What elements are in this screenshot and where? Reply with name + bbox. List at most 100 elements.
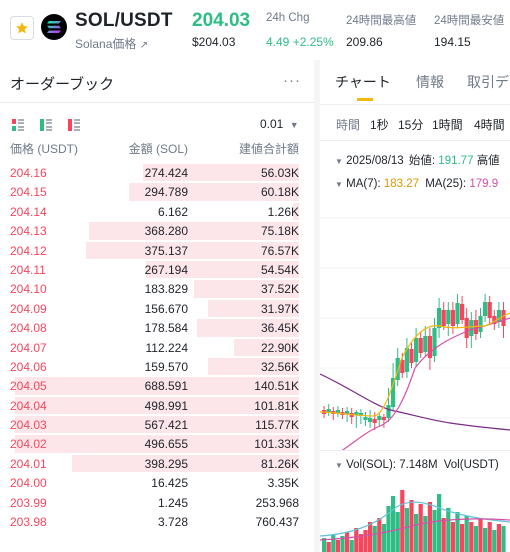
order-total: 22.90K (260, 340, 299, 355)
order-amount: 274.424 (144, 166, 188, 180)
order-book-row[interactable]: 204.16 274.424 56.03K (0, 163, 314, 182)
order-amount: 6.162 (157, 204, 188, 219)
order-price: 203.99 (10, 495, 47, 510)
order-total: 36.45K (260, 321, 299, 336)
trading-pair-title[interactable]: SOL/USDT (75, 10, 173, 31)
order-price: 204.16 (10, 166, 47, 180)
open-value: 191.77 (438, 155, 474, 167)
open-label: 始値: (408, 155, 436, 167)
order-price: 204.12 (10, 243, 47, 258)
order-total: 37.52K (260, 282, 299, 297)
interval-15m[interactable]: 15分 (398, 118, 424, 132)
order-book-row[interactable]: 204.04 498.991 101.81K (0, 396, 314, 415)
interval-time-label: 時間 (336, 118, 361, 132)
volume-bar (496, 524, 501, 552)
order-book-row[interactable]: 204.05 688.591 140.51K (0, 376, 314, 395)
stat-value-24h-change: 4.49 +2.25% (266, 35, 334, 49)
order-total: 760.437 (255, 515, 299, 530)
order-price: 204.08 (10, 321, 47, 336)
order-book-row[interactable]: 204.14 6.162 1.26K (0, 202, 314, 221)
volume-bar (460, 524, 465, 552)
column-header-total: 建値合計額 (238, 142, 299, 156)
chevron-down-icon: ▼ (289, 120, 299, 130)
both-sides-view-icon[interactable] (12, 119, 24, 131)
order-book-row[interactable]: 204.12 375.137 76.57K (0, 241, 314, 260)
divider (320, 104, 510, 105)
depth-bar (86, 241, 299, 259)
column-header-price: 価格 (USDT) (10, 142, 78, 156)
depth-bar (128, 183, 299, 201)
chevron-down-icon[interactable]: ▼ (335, 180, 343, 189)
order-amount: 16.425 (151, 476, 188, 491)
candle (386, 405, 391, 418)
order-book-row[interactable]: 204.09 156.670 31.97K (0, 299, 314, 318)
coin-name-label: Solana価格 (75, 37, 137, 51)
order-total: 31.97K (260, 301, 299, 316)
ma25-label: MA(25): (425, 178, 467, 190)
candle (423, 336, 428, 352)
candlestick-chart[interactable] (320, 198, 510, 450)
candle (391, 378, 396, 407)
candle (335, 410, 340, 413)
volume-bar (483, 528, 488, 552)
order-book-row[interactable]: 204.06 159.570 32.56K (0, 357, 314, 376)
candle (464, 318, 469, 338)
order-book-row[interactable]: 204.11 267.194 54.54K (0, 260, 314, 279)
interval-1s[interactable]: 1秒 (370, 118, 389, 132)
vol-usdt-label: Vol(USDT) (443, 459, 499, 471)
order-price: 204.13 (10, 224, 47, 239)
chevron-down-icon[interactable]: ▼ (335, 461, 343, 470)
stat-label-24h-low: 24時間最安値 (434, 15, 505, 27)
order-book-row[interactable]: 204.00 16.425 3.35K (0, 473, 314, 492)
chart-panel: チャート 情報 取引デ 時間 1秒 15分 1時間 4時間 ▼ 2025/08/… (320, 60, 510, 552)
order-price: 204.00 (10, 476, 47, 491)
volume-bar (501, 526, 506, 552)
ma7-label: MA(7): (346, 178, 381, 190)
order-amount: 112.224 (145, 340, 189, 355)
interval-1h[interactable]: 1時間 (432, 118, 463, 132)
chevron-down-icon[interactable]: ▼ (335, 157, 343, 166)
favorite-button[interactable] (10, 16, 34, 40)
candle (469, 320, 474, 336)
order-price: 204.14 (10, 204, 47, 219)
volume-chart[interactable] (320, 478, 510, 552)
order-total: 253.968 (255, 495, 299, 510)
order-book-row[interactable]: 204.02 496.655 101.33K (0, 434, 314, 453)
volume-bar (386, 506, 391, 552)
candle (377, 416, 382, 420)
bids-only-view-icon[interactable] (40, 119, 52, 131)
order-price: 204.05 (10, 379, 47, 394)
order-amount: 156.670 (144, 301, 188, 316)
volume-bar (363, 530, 368, 552)
order-book-row[interactable]: 203.98 3.728 760.437 (0, 512, 314, 531)
candle (381, 417, 386, 420)
depth-bar (233, 338, 299, 356)
candle-info-line: ▼ 2025/08/13 始値: 191.77 高値 (335, 152, 500, 168)
interval-4h[interactable]: 4時間 (474, 118, 505, 132)
order-book-row[interactable]: 204.07 112.224 22.90K (0, 338, 314, 357)
order-book-row[interactable]: 204.10 183.829 37.52K (0, 279, 314, 298)
divider (320, 140, 510, 141)
order-amount: 3.728 (157, 515, 188, 530)
asks-only-view-icon[interactable] (68, 119, 80, 131)
more-options-button[interactable]: ··· (283, 72, 301, 89)
order-book-row[interactable]: 204.15 294.789 60.18K (0, 182, 314, 201)
order-book-row[interactable]: 204.08 178.584 36.45K (0, 318, 314, 337)
ma-info-line: ▼ MA(7): 183.27 MA(25): 179.9 (335, 178, 498, 190)
order-price: 204.11 (10, 262, 46, 277)
candle (450, 310, 455, 326)
candle (501, 310, 506, 326)
order-book-row[interactable]: 204.01 398.295 81.26K (0, 454, 314, 473)
tab-info[interactable]: 情報 (416, 74, 444, 90)
order-price: 204.15 (10, 185, 47, 200)
coin-price-link[interactable]: Solana価格 ↗ (75, 35, 148, 52)
tab-chart[interactable]: チャート (335, 74, 391, 90)
order-book-row[interactable]: 203.99 1.245 253.968 (0, 493, 314, 512)
tick-size-select[interactable]: 0.01 ▼ (260, 117, 299, 131)
order-book-row[interactable]: 204.03 567.421 115.77K (0, 415, 314, 434)
order-book-row[interactable]: 204.13 368.280 75.18K (0, 221, 314, 240)
solana-logo-icon (41, 14, 67, 40)
tab-trade-data[interactable]: 取引デ (467, 74, 509, 90)
ticker-header: SOL/USDT Solana価格 ↗ 204.03 $204.03 24h C… (0, 0, 510, 60)
last-price-usd: $204.03 (192, 35, 236, 49)
